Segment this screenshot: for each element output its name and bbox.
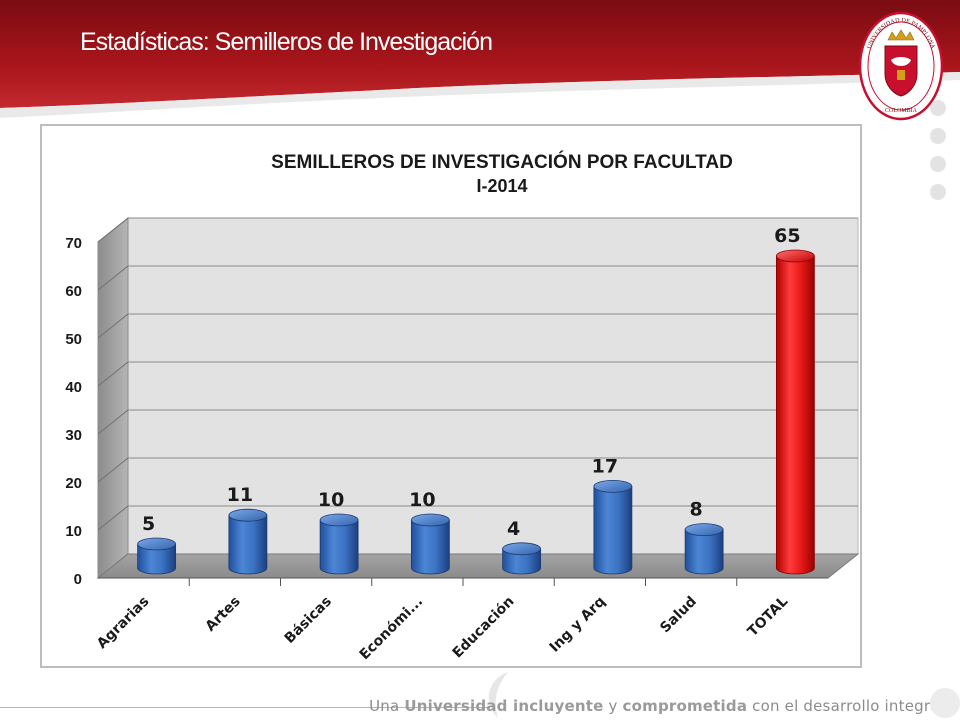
bar-salud: [684, 523, 724, 575]
x-tick-label: Básicas: [282, 594, 335, 647]
chart-frame: SEMILLEROS DE INVESTIGACIÓN POR FACULTAD…: [40, 124, 862, 668]
footer-slogan-part4: comprometida: [622, 697, 748, 715]
bar-b-sicas: [319, 513, 359, 575]
y-tick-label: 50: [65, 331, 82, 348]
logo-ring-bottom-text: COLOMBIA: [885, 108, 918, 114]
data-label: 4: [507, 518, 520, 540]
bar-series: [137, 249, 815, 575]
data-label: 10: [409, 489, 435, 511]
header-band: [0, 0, 960, 118]
bar-body: [684, 529, 724, 575]
data-label: 5: [142, 513, 155, 535]
data-label: 65: [774, 225, 800, 247]
footer-rule: [0, 707, 490, 708]
y-axis-ticks: 0 10 20 30 40 50 60 70: [65, 235, 82, 588]
x-tick-label: Educación: [450, 594, 518, 662]
y-tick-label: 0: [74, 571, 82, 588]
x-axis-ticks: Agrarias Artes Básicas Económi... Educación I…: [94, 577, 828, 664]
footer-slogan-part1: Una: [369, 697, 400, 715]
bar-body: [137, 543, 177, 575]
chart-title: SEMILLEROS DE INVESTIGACIÓN POR FACULTAD: [271, 151, 733, 173]
university-logo: COLOMBIA UNIVERSIDAD DE PAMPLONA: [858, 10, 944, 122]
y-tick-label: 20: [65, 475, 82, 492]
bar-agrarias: [137, 537, 177, 575]
bar-top: [319, 513, 359, 527]
footer-decor-circle: [930, 688, 960, 718]
bar-top: [502, 542, 542, 556]
data-label: 10: [318, 489, 344, 511]
slide-header: Estadísticas: Semilleros de Investigació…: [0, 0, 960, 130]
footer-swoosh-icon: [488, 672, 508, 718]
footer-slogan-part5: con el desarrollo integral: [752, 697, 944, 715]
footer-slogan: Una Universidad incluyente y comprometid…: [369, 697, 944, 715]
x-tick-label: Salud: [657, 594, 700, 637]
decor-dot: [930, 100, 946, 116]
bar-top: [137, 537, 177, 551]
bar-body: [319, 519, 359, 575]
x-tick-label: Artes: [203, 594, 244, 635]
x-tick-label: TOTAL: [745, 593, 791, 639]
bar-top: [684, 523, 724, 537]
x-tick-label: Agrarias: [94, 594, 152, 652]
footer-slogan-part2: Universidad incluyente: [404, 697, 604, 715]
y-tick-label: 60: [65, 283, 82, 300]
bar-ing-y-arq: [593, 479, 633, 575]
data-label: 8: [690, 499, 703, 521]
gridline-side: [97, 457, 129, 483]
bar-body: [502, 548, 542, 575]
decor-dot: [930, 184, 946, 200]
data-label: 17: [592, 455, 618, 477]
bar-total: [775, 249, 815, 575]
y-tick-label: 40: [65, 379, 82, 396]
bar-body: [410, 519, 450, 575]
x-tick-label: Ing y Arq: [547, 594, 609, 656]
x-tick-label: Económi...: [357, 594, 427, 664]
chart-floor: [96, 553, 860, 579]
bar-body: [775, 255, 815, 575]
chart-gridlines: [97, 217, 858, 579]
gridline-side: [97, 217, 129, 243]
chart-subtitle: I-2014: [476, 176, 527, 196]
slide-title: Estadísticas: Semilleros de Investigació…: [80, 28, 493, 56]
bar-econ-mi-: [410, 513, 450, 575]
gridline-side: [97, 409, 129, 435]
y-tick-label: 30: [65, 427, 82, 444]
data-labels: 5 11 10 10 4 17 8 65: [142, 225, 801, 540]
decorative-dots: [930, 100, 950, 212]
gridline-side: [97, 313, 129, 339]
floor-plane: [96, 553, 860, 579]
gridline-side: [97, 265, 129, 291]
gridline-side: [97, 505, 129, 531]
bar-body: [228, 514, 268, 575]
chart-background: [97, 216, 859, 580]
bar-body: [593, 486, 633, 575]
gridline-side: [97, 361, 129, 387]
footer-slogan-part3: y: [608, 697, 618, 715]
y-tick-label: 70: [65, 235, 82, 252]
bar-artes: [228, 508, 268, 575]
decor-dot: [930, 156, 946, 172]
bar-educaci-n: [502, 542, 542, 575]
y-tick-label: 10: [65, 523, 82, 540]
bar-top: [410, 513, 450, 527]
decor-dot: [930, 128, 946, 144]
data-label: 11: [227, 484, 253, 506]
bar-chart: SEMILLEROS DE INVESTIGACIÓN POR FACULTAD…: [65, 151, 860, 664]
bar-top: [593, 479, 633, 493]
bar-top: [775, 249, 815, 263]
bar-top: [228, 508, 268, 522]
